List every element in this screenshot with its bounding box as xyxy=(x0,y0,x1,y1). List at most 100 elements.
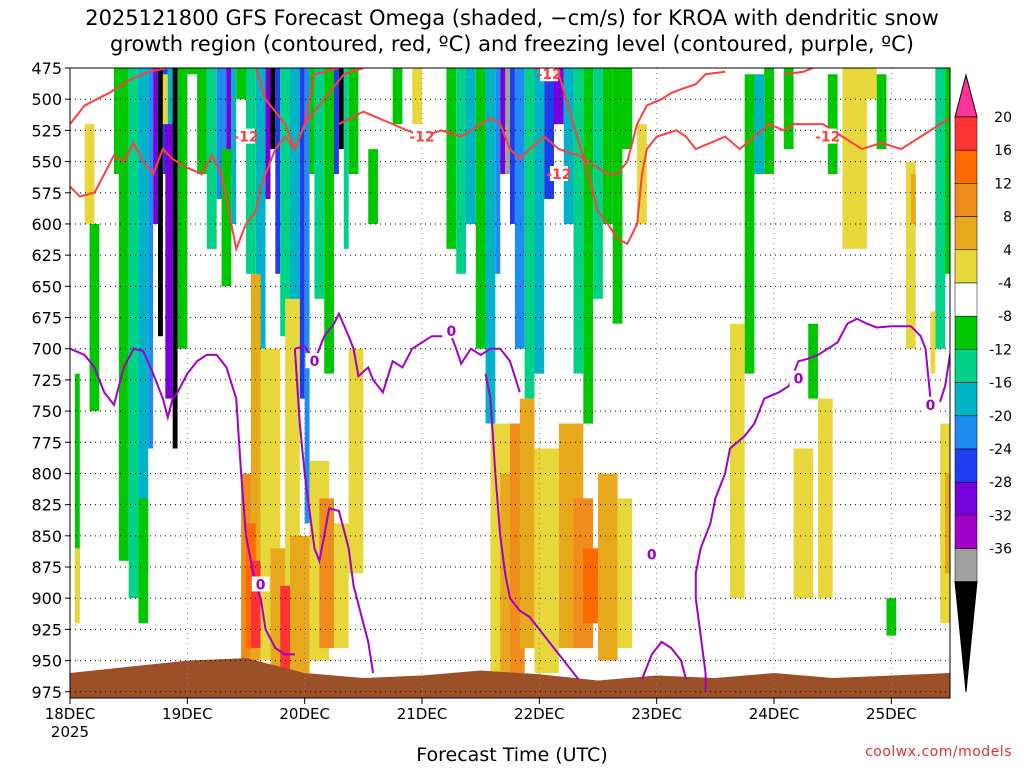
omega-cell xyxy=(231,68,237,224)
omega-cell xyxy=(74,548,80,624)
omega-cell xyxy=(74,373,80,599)
colorbar-segment xyxy=(954,349,978,383)
colorbar-label: -24 xyxy=(989,442,1012,458)
x-tick-label: 18DEC xyxy=(45,705,96,723)
omega-cell xyxy=(876,74,887,150)
colorbar-label: -28 xyxy=(989,475,1012,491)
x-year-label: 2025 xyxy=(51,723,89,741)
omega-cell xyxy=(368,149,378,224)
colorbar-label: -12 xyxy=(989,342,1012,358)
omega-cell xyxy=(165,124,173,399)
colorbar-label: -16 xyxy=(989,376,1012,392)
omega-cell xyxy=(910,174,916,224)
omega-cell xyxy=(456,68,466,274)
contour-zero-mid xyxy=(294,311,521,395)
colorbar-segment xyxy=(954,548,978,583)
omega-cell xyxy=(216,68,227,199)
omega-cell xyxy=(862,68,877,100)
omega-cell xyxy=(744,74,755,374)
omega-cell xyxy=(412,68,422,125)
colorbar: 20 16 12 8 4 -4 -8 -12 -16 -20 -24 -28 -32 -36 xyxy=(954,73,1012,693)
colorbar-segment xyxy=(954,481,978,516)
colorbar-top-arrow xyxy=(954,73,978,118)
omega-cell xyxy=(158,68,163,337)
chart-title-line-1: 2025121800 GFS Forecast Omega (shaded, −… xyxy=(85,6,939,30)
contour-label-zero-1-bg xyxy=(305,353,324,369)
y-axis: 475 500 525 550 575 600 625 650 675 700 725 750 775 8… xyxy=(31,59,70,702)
contour-label-zero-5-bg xyxy=(921,396,940,412)
y-tick-label: 900 xyxy=(31,589,62,608)
omega-cell xyxy=(250,273,261,661)
omega-cell xyxy=(602,68,613,224)
contour-label-zero-0: 0 xyxy=(256,577,266,593)
omega-cell xyxy=(446,68,457,249)
terrain-surface xyxy=(70,658,950,698)
plot-frame xyxy=(69,67,951,699)
omega-cell xyxy=(598,473,618,661)
omega-cell xyxy=(309,68,315,175)
contour-zero-bump xyxy=(641,640,687,680)
colorbar-label: -20 xyxy=(989,409,1012,425)
y-tick-label: 850 xyxy=(31,527,62,546)
omega-cell xyxy=(573,68,584,374)
omega-cell xyxy=(583,68,594,424)
omega-cell xyxy=(612,68,623,324)
omega-cell xyxy=(510,68,515,224)
omega-cell xyxy=(255,68,266,349)
colorbar-label: -4 xyxy=(998,276,1012,292)
omega-cell xyxy=(290,535,310,674)
contour-label-zero-5: 0 xyxy=(926,398,936,414)
omega-cell xyxy=(172,68,178,449)
x-tick-label: 19DEC xyxy=(162,705,213,723)
contour-labels: -12 -12 -12 -12 -12 0 0 0 0 0 0 xyxy=(233,66,940,593)
omega-cell xyxy=(524,68,535,399)
omega-cell xyxy=(197,68,207,175)
contour-minus12-mid xyxy=(254,68,364,152)
omega-cell xyxy=(304,68,310,524)
contour-lines xyxy=(70,68,950,692)
y-tick-label: 950 xyxy=(31,652,62,671)
omega-cell xyxy=(338,68,344,150)
colorbar-segment xyxy=(954,448,978,483)
contour-label-zero-2-bg xyxy=(442,323,461,339)
y-tick-label: 500 xyxy=(31,90,62,109)
contour-label-zero-0-bg xyxy=(251,576,270,592)
y-tick-label: 925 xyxy=(31,620,62,639)
omega-cell xyxy=(290,68,300,424)
contour-label-minus12-2: -12 xyxy=(546,167,571,183)
omega-cell xyxy=(275,68,281,274)
colorbar-segment xyxy=(954,249,978,284)
omega-cell xyxy=(500,68,506,175)
omega-cell xyxy=(153,68,158,224)
y-tick-label: 800 xyxy=(31,464,62,483)
colorbar-segment xyxy=(954,149,978,184)
colorbar-segment xyxy=(954,116,978,151)
colorbar-label: -36 xyxy=(989,542,1012,558)
colorbar-bottom-arrow xyxy=(954,581,978,693)
omega-cell xyxy=(622,68,633,150)
omega-cell xyxy=(783,68,794,150)
y-tick-label: 625 xyxy=(31,246,62,265)
omega-cell xyxy=(392,68,403,125)
omega-cell xyxy=(343,68,349,249)
contour-label-zero-4: 0 xyxy=(794,372,804,388)
chart-title-line-2: growth region (contoured, red, ºC) and f… xyxy=(110,32,914,56)
omega-cell xyxy=(818,398,833,599)
x-axis-title: Forecast Time (UTC) xyxy=(416,744,608,766)
credit-text: coolwx.com/models xyxy=(865,744,1012,760)
omega-cell xyxy=(886,598,897,636)
omega-cell xyxy=(583,548,598,624)
omega-cell xyxy=(206,68,217,249)
y-tick-label: 875 xyxy=(31,558,62,577)
contour-label-minus12-1-bg xyxy=(413,128,431,144)
omega-cell xyxy=(348,448,359,574)
omega-cell xyxy=(808,323,818,399)
colorbar-label: 4 xyxy=(1003,243,1012,259)
omega-cell xyxy=(475,68,486,349)
contour-label-minus12-4: -12 xyxy=(536,67,561,83)
omega-cell xyxy=(226,68,232,175)
omega-cell xyxy=(485,68,496,424)
omega-cell xyxy=(544,68,554,199)
omega-cell xyxy=(764,68,774,175)
omega-cell xyxy=(221,149,232,287)
